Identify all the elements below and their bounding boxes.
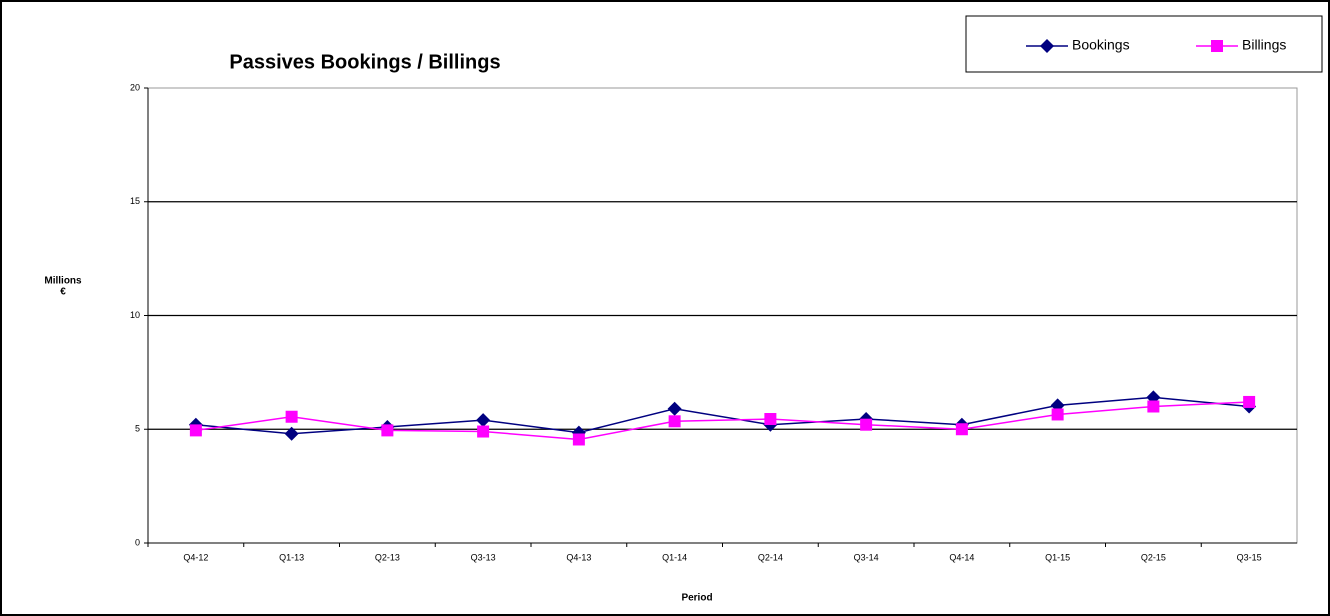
marker (1147, 400, 1160, 413)
x-tick-label: Q1-14 (662, 552, 687, 562)
x-tick-label: Q2-14 (758, 552, 783, 562)
marker (381, 424, 394, 437)
marker (284, 426, 299, 441)
y-tick-label: 0 (135, 537, 140, 547)
legend-box (965, 15, 1323, 73)
y-axis-label: € (60, 287, 66, 298)
x-tick-label: Q3-14 (854, 552, 879, 562)
y-tick-label: 20 (130, 82, 140, 92)
marker (1211, 40, 1223, 52)
y-tick-label: 10 (130, 310, 140, 320)
marker (764, 413, 777, 426)
marker (955, 423, 968, 436)
x-axis-label: Period (681, 593, 712, 604)
x-tick-label: Q1-13 (279, 552, 304, 562)
marker (668, 415, 681, 428)
marker (860, 418, 873, 431)
x-tick-label: Q4-13 (566, 552, 591, 562)
marker (477, 425, 490, 438)
y-axis-label: Millions (44, 276, 82, 287)
x-tick-label: Q2-13 (375, 552, 400, 562)
y-tick-label: 15 (130, 196, 140, 206)
marker (1243, 395, 1256, 408)
x-tick-label: Q1-15 (1045, 552, 1070, 562)
x-tick-label: Q4-14 (949, 552, 974, 562)
marker (572, 433, 585, 446)
x-tick-label: Q3-13 (471, 552, 496, 562)
y-tick-label: 5 (135, 424, 140, 434)
series-line (195, 401, 1250, 441)
chart-title: Passives Bookings / Billings (229, 51, 500, 73)
marker (189, 424, 202, 437)
legend-label: Bookings (1072, 37, 1130, 53)
x-tick-label: Q2-15 (1141, 552, 1166, 562)
marker (1040, 39, 1054, 53)
x-tick-label: Q4-12 (183, 552, 208, 562)
legend-label: Billings (1242, 37, 1286, 53)
x-tick-label: Q3-15 (1237, 552, 1262, 562)
marker (285, 410, 298, 423)
marker (1051, 408, 1064, 421)
marker (476, 413, 491, 428)
marker (667, 401, 682, 416)
